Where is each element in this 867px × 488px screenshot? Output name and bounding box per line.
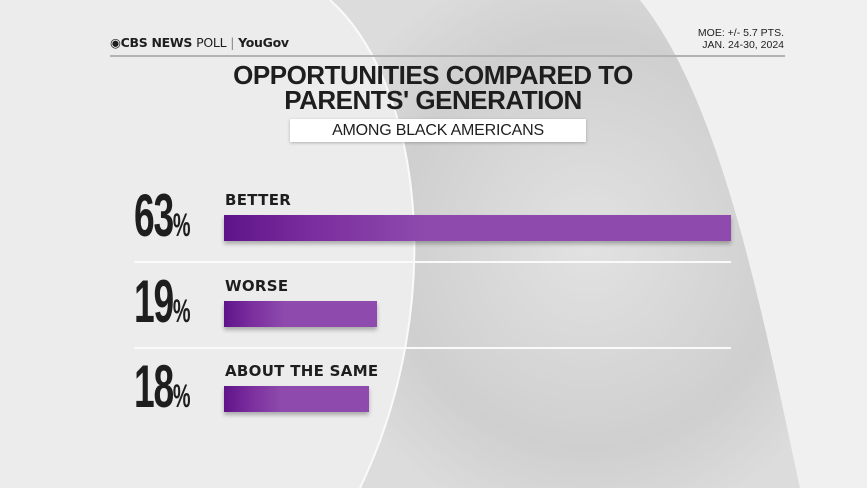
chart-title: OPPORTUNITIES COMPARED TO PARENTS' GENER… xyxy=(233,60,633,115)
percent-sign: % xyxy=(172,207,191,243)
category-label: BETTER xyxy=(225,191,292,209)
row-divider xyxy=(134,261,731,263)
poll-dates: JAN. 24-30, 2024 xyxy=(702,39,784,51)
value-label-0: 63% xyxy=(134,186,191,251)
category-label: ABOUT THE SAME xyxy=(225,362,379,380)
bar-about-the-same xyxy=(224,386,369,412)
category-label: WORSE xyxy=(225,277,289,295)
value-label-2: 18% xyxy=(134,357,191,422)
value-number: 63 xyxy=(134,182,174,249)
cbs-news-poll-logo: ◉CBS NEWS POLL | YouGov xyxy=(110,35,289,50)
bar-worse xyxy=(224,301,377,327)
brand-name: CBS NEWS xyxy=(120,35,193,50)
percent-sign: % xyxy=(172,293,191,329)
bar-better xyxy=(224,215,731,241)
value-number: 18 xyxy=(134,353,174,420)
row-divider xyxy=(134,347,731,349)
value-label-1: 19% xyxy=(134,272,191,337)
partner-logo: YouGov xyxy=(238,35,289,50)
cbs-eye-icon: ◉ xyxy=(110,35,121,50)
margin-of-error: MOE: +/- 5.7 PTS. xyxy=(697,27,784,39)
chart-subtitle: AMONG BLACK AMERICANS xyxy=(290,119,586,142)
percent-sign: % xyxy=(172,378,191,414)
value-number: 19 xyxy=(134,268,174,335)
poll-info: MOE: +/- 5.7 PTS. JAN. 24-30, 2024 xyxy=(698,27,784,51)
header-divider xyxy=(110,55,785,57)
logo-separator: | xyxy=(230,35,235,50)
brand-suffix: POLL xyxy=(196,35,227,50)
